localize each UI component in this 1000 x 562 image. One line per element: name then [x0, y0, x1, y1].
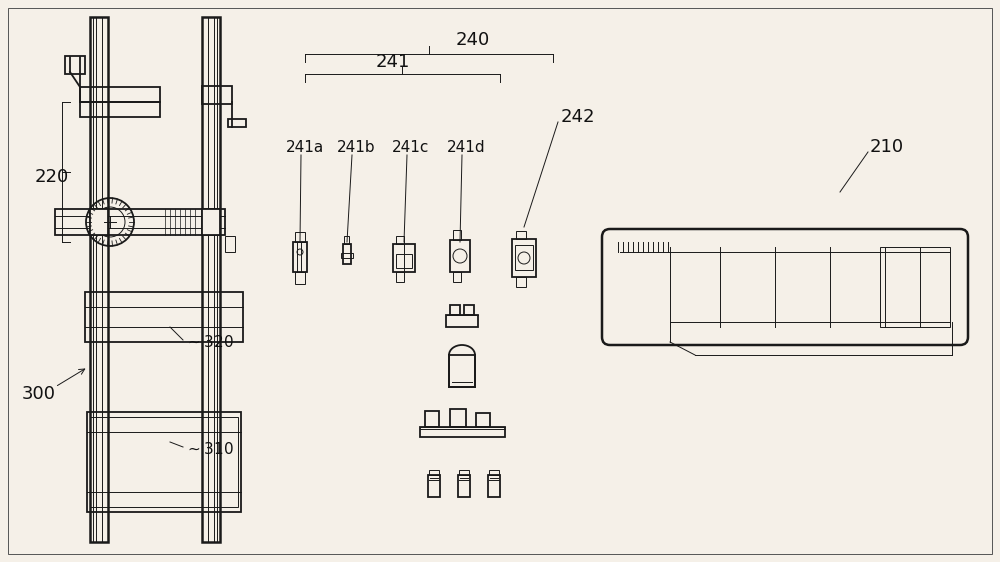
Bar	[202, 17, 220, 542]
Bar	[90, 17, 108, 542]
Bar	[449, 355, 475, 387]
Bar	[515, 245, 533, 270]
Bar	[453, 272, 461, 282]
Text: 242: 242	[561, 108, 596, 126]
Bar	[202, 86, 232, 104]
Bar	[90, 209, 108, 235]
Bar	[396, 272, 404, 282]
Text: $\sim$310: $\sim$310	[185, 441, 234, 457]
Bar	[429, 470, 439, 475]
Text: 210: 210	[870, 138, 904, 156]
Bar	[393, 244, 415, 272]
Bar	[880, 247, 950, 327]
Bar	[512, 239, 536, 277]
Text: 241d: 241d	[447, 139, 486, 155]
Bar	[420, 427, 505, 437]
Text: 241a: 241a	[286, 139, 324, 155]
Bar	[295, 272, 305, 284]
Bar	[396, 236, 404, 244]
Bar	[428, 475, 440, 497]
Bar	[228, 119, 246, 127]
Bar	[459, 470, 469, 475]
Text: 241c: 241c	[392, 139, 429, 155]
Bar	[458, 475, 470, 497]
Text: 241b: 241b	[337, 139, 376, 155]
Bar	[85, 292, 243, 342]
Bar	[516, 231, 526, 239]
Bar	[65, 56, 85, 74]
Text: 240: 240	[456, 31, 490, 49]
Bar	[343, 244, 351, 264]
Bar	[87, 412, 241, 512]
Bar	[341, 253, 353, 258]
Bar	[80, 87, 160, 102]
Bar	[396, 254, 412, 268]
Bar	[202, 209, 220, 235]
Bar	[450, 305, 460, 315]
Text: 241: 241	[376, 53, 410, 71]
Text: 300: 300	[22, 385, 56, 403]
Bar	[90, 417, 238, 507]
Bar	[295, 232, 305, 242]
Bar	[516, 277, 526, 287]
Bar	[225, 236, 235, 252]
Bar	[476, 413, 490, 427]
Bar	[450, 240, 470, 272]
Text: $\sim$320: $\sim$320	[185, 334, 234, 350]
Bar	[446, 315, 478, 327]
Bar	[450, 409, 466, 427]
Bar	[488, 475, 500, 497]
Bar	[293, 242, 307, 272]
Bar	[453, 230, 461, 240]
Bar	[489, 470, 499, 475]
Bar	[344, 236, 349, 244]
Text: 220: 220	[35, 168, 69, 186]
Bar	[80, 102, 160, 117]
Bar	[425, 411, 439, 427]
Bar	[55, 209, 225, 235]
Bar	[464, 305, 474, 315]
